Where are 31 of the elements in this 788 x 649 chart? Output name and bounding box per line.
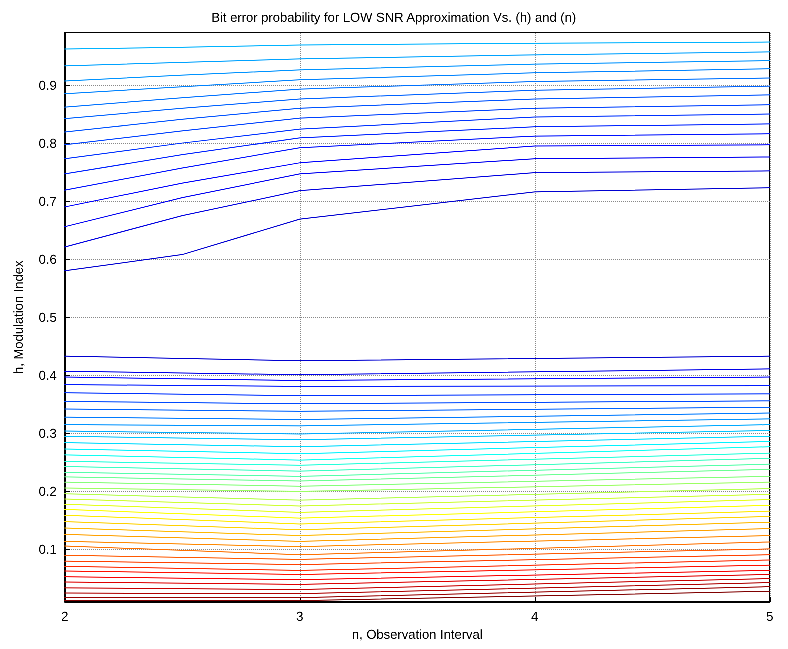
y-tick-label: 0.2	[38, 484, 57, 500]
line-series	[64, 156, 770, 228]
line-series	[64, 60, 770, 82]
line-series	[64, 52, 770, 67]
chart-title: Bit error probability for LOW SNR Approximation Vs. (h) and (n)	[212, 10, 576, 25]
y-tick-label: 0.7	[38, 194, 57, 209]
y-tick-label: 0.3	[38, 426, 57, 442]
line-series	[64, 104, 770, 146]
y-tick-label: 0.1	[38, 542, 57, 558]
y-tick-label: 0.6	[38, 252, 57, 267]
y-axis-title: h, Modulation Index	[11, 260, 26, 374]
x-tick-label: 4	[531, 609, 539, 624]
line-series	[64, 170, 770, 248]
y-tick-label: 0.5	[38, 310, 57, 325]
line-series	[64, 86, 770, 120]
x-axis-title: n, Observation Interval	[352, 627, 483, 642]
y-tick-label: 0.8	[38, 136, 57, 151]
line-series	[64, 94, 770, 133]
y-tick-label: 0.4	[38, 368, 57, 384]
line-series	[64, 42, 770, 50]
line-series	[64, 78, 770, 108]
line-series	[64, 144, 770, 208]
x-tick-label: 3	[296, 609, 304, 624]
x-tick-label: 2	[61, 609, 69, 624]
line-series	[64, 124, 770, 175]
y-tick-label: 0.9	[38, 78, 57, 93]
line-series	[64, 134, 770, 191]
line-series	[64, 114, 770, 160]
x-tick-label: 5	[766, 609, 774, 624]
line-series	[64, 188, 770, 272]
line-series	[64, 68, 770, 94]
